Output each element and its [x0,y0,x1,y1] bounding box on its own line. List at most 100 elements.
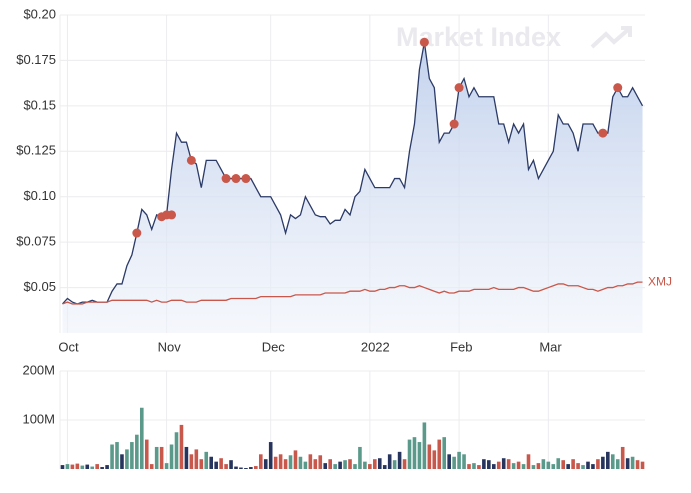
volume-bar [610,454,615,469]
announcement-dot [419,37,429,47]
y-tick-label: $0.15 [23,97,56,112]
volume-bar [437,439,442,469]
volume-bar [130,442,134,469]
volume-bar [442,437,447,469]
volume-bar [640,461,645,469]
volume-bar [209,456,214,469]
volume-bar [283,459,288,469]
volume-bar [258,454,263,469]
volume-bar [308,454,313,469]
volume-bar [526,454,531,469]
volume-bar [343,460,347,469]
volume-bar [487,460,491,469]
x-tick-label: Feb [450,339,472,354]
volume-bar [377,458,382,469]
volume-bar [353,464,357,469]
volume-bar [70,464,75,469]
volume-bar [179,424,184,469]
volume-bar [566,464,570,469]
volume-bar [60,465,65,469]
area [62,42,643,333]
volume-bar [263,459,268,469]
announcement-dot [221,174,231,184]
volume-bar [110,444,114,469]
volume-bar [462,454,466,469]
volume-bar [328,459,332,469]
volume-bar [472,463,476,469]
announcement-dot [598,128,608,138]
volume-bar [244,468,248,469]
volume-bar [561,460,565,469]
y-tick-label: 100M [22,411,55,426]
volume-bar [358,446,362,469]
volume-bar [546,461,551,469]
volume-bar [214,461,218,469]
volume-bar [90,466,95,469]
volume-bar [239,467,243,469]
y-tick-label: $0.20 [23,6,56,21]
volume-bar [318,455,323,469]
volume-bar [491,464,496,469]
volume-bar [363,461,367,469]
volume-bar [382,465,387,469]
volume-bar [630,456,635,469]
volume-bar [417,442,422,469]
line [62,281,643,305]
watermark: Market Index [396,22,561,52]
announcement-dot [449,119,459,129]
announcement-dot [186,155,196,165]
volume-bar [95,464,99,469]
volume-bar [254,466,258,469]
volume-bar [620,446,625,469]
volume-bar [457,451,461,469]
volume-bar [313,459,318,469]
announcement-dot [231,174,241,184]
volume-bar [164,463,169,469]
volume-bar [303,461,308,469]
volume-bar [224,464,228,469]
volume-bar [229,460,233,469]
series-label: XMJ [648,274,672,288]
volume-bar [338,461,342,469]
volume-bar [392,460,397,469]
volume-bar [511,463,516,469]
volume-bar [407,439,412,469]
announcement-dot [167,210,177,220]
volume-bar [521,464,526,469]
announcement-dot [132,228,142,238]
volume-bar [576,463,580,469]
volume-bar [199,459,204,469]
volume-bar [184,446,189,469]
volume-bar [268,442,273,469]
volume-bar [496,461,501,469]
volume-bar [293,450,298,469]
volume-bar [100,467,104,469]
volume-bar [189,454,194,469]
volume-bar [204,451,209,469]
volume-bar [169,444,174,469]
volume-bar [323,463,328,469]
x-tick-label: Dec [262,339,286,354]
volume-bar [144,439,149,469]
volume-bar [482,459,486,469]
x-tick-label: Nov [158,339,182,354]
volume-bar [135,434,139,469]
volume-bar [219,458,223,469]
volume-bar [635,460,640,469]
volume-bar [625,458,630,469]
volume-bar [571,459,575,469]
volume-bar [447,454,451,469]
y-tick-label: $0.175 [16,52,56,67]
volume-bar [174,432,179,469]
volume-bar [278,454,283,469]
volume-bar [249,467,253,469]
volume-bar [333,464,337,469]
volume-bar [273,456,278,469]
volume-bar [373,459,377,469]
volume-bar [615,459,620,469]
volume-bar [149,464,154,469]
volume-bar [591,464,595,469]
volume-bar [105,465,109,469]
volume-bar [427,444,432,469]
